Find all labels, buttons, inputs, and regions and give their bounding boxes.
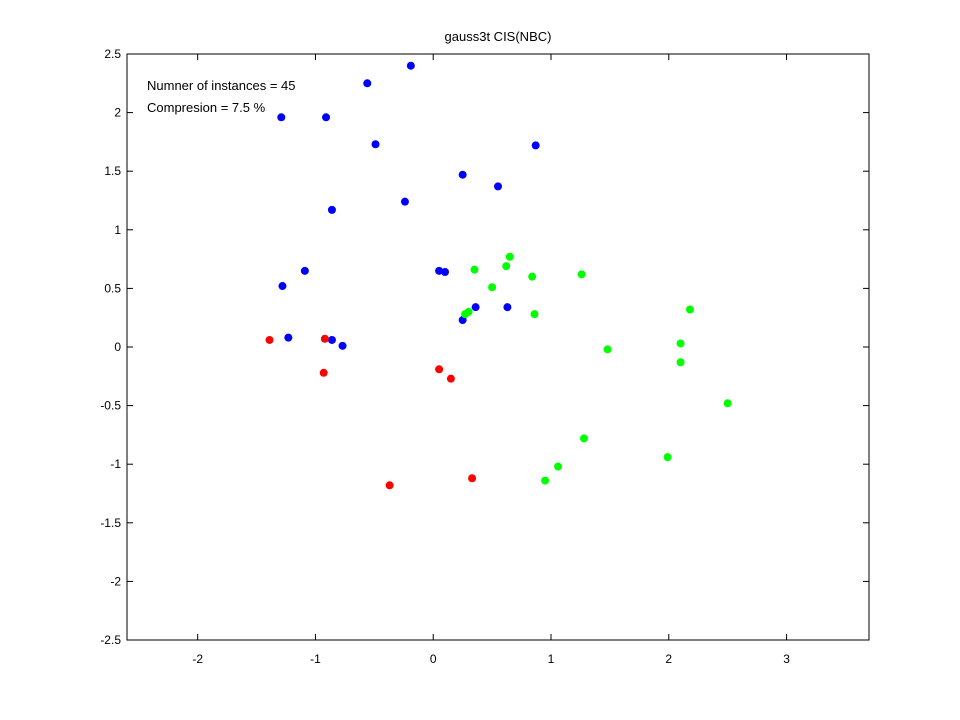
y-tick-label: -1.5 — [100, 516, 121, 530]
y-tick-label: 2 — [114, 106, 121, 120]
data-point — [676, 358, 685, 367]
x-tick-label: -2 — [192, 652, 203, 666]
data-point — [530, 310, 539, 319]
data-point — [319, 368, 328, 377]
data-point — [505, 252, 514, 261]
y-tick-label: 1.5 — [104, 164, 121, 178]
data-point — [528, 272, 537, 281]
data-point — [441, 267, 449, 276]
data-point — [363, 79, 372, 88]
data-point — [338, 341, 347, 350]
x-tick-label: 2 — [665, 652, 672, 666]
annotation-instances: Numner of instances = 45 — [147, 78, 296, 93]
data-point — [277, 113, 286, 122]
y-tick-label: -0.5 — [100, 399, 121, 413]
data-point — [470, 265, 479, 274]
data-point — [577, 270, 586, 279]
data-point — [603, 345, 612, 354]
data-point — [502, 262, 511, 271]
data-point — [300, 266, 309, 275]
data-point — [494, 182, 502, 191]
data-point — [488, 283, 497, 292]
data-point — [446, 374, 455, 383]
y-tick-label: 0 — [114, 340, 121, 354]
x-tick-label: -1 — [310, 652, 321, 666]
data-point — [723, 399, 732, 408]
data-point — [435, 365, 444, 374]
x-tick-label: 1 — [548, 652, 555, 666]
y-tick-label: 0.5 — [104, 281, 121, 295]
data-point — [458, 170, 467, 179]
x-tick-label: 3 — [783, 652, 790, 666]
y-tick-label: 1 — [114, 223, 121, 237]
data-point — [685, 305, 694, 314]
data-point — [579, 434, 588, 443]
data-point — [531, 141, 540, 150]
data-point — [371, 140, 380, 149]
y-tick-label: 2.5 — [104, 47, 121, 61]
data-point — [554, 462, 563, 471]
y-axis: -2.5 -2 -1.5 -1 -0.5 0 0.5 1 1.5 2 2.5 — [100, 47, 869, 647]
y-tick-label: -2.5 — [100, 633, 121, 647]
data-point — [265, 335, 274, 344]
data-point — [468, 474, 477, 483]
y-tick-label: -1 — [110, 457, 121, 471]
data-point — [471, 303, 480, 312]
data-point — [284, 333, 293, 342]
annotation-compression: Compresion = 7.5 % — [147, 100, 266, 115]
data-point — [327, 335, 336, 344]
data-point — [676, 339, 685, 348]
plot-area — [126, 53, 870, 641]
data-point — [461, 310, 470, 319]
data-points — [265, 61, 732, 490]
data-point — [663, 453, 672, 462]
data-point — [503, 303, 512, 312]
data-point — [322, 113, 331, 122]
x-axis: -2 -1 0 1 2 3 — [192, 54, 790, 666]
data-point — [320, 334, 329, 343]
data-point — [400, 197, 409, 206]
data-point — [278, 282, 287, 291]
data-point — [406, 61, 415, 70]
y-tick-label: -2 — [110, 574, 121, 588]
data-point — [385, 481, 394, 490]
data-point — [327, 205, 336, 214]
data-point — [541, 476, 550, 485]
chart-title: gauss3t CIS(NBC) — [445, 29, 552, 44]
x-tick-label: 0 — [430, 652, 437, 666]
